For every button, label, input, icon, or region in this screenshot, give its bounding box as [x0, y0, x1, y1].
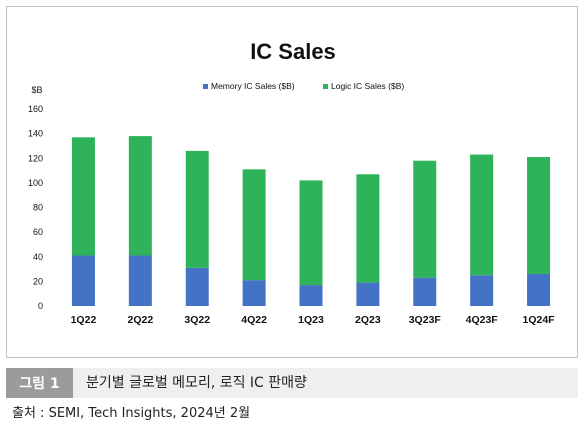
- x-tick-label: 1Q24F: [523, 314, 556, 326]
- bar-logic-4Q22: [242, 169, 266, 281]
- x-tick-label: 3Q22: [184, 314, 210, 326]
- bar-memory-3Q23F: [413, 277, 437, 306]
- chart-frame: IC Sales $B Memory IC Sales ($B) Logic IC S…: [6, 6, 578, 358]
- x-tick-label: 4Q23F: [466, 314, 499, 326]
- bar-logic-3Q22: [185, 150, 209, 268]
- y-tick-label: 140: [28, 129, 43, 139]
- bar-memory-4Q22: [242, 280, 266, 306]
- legend-label-0: Memory IC Sales ($B): [211, 81, 295, 91]
- x-tick-label: 1Q22: [71, 314, 97, 326]
- bar-memory-4Q23F: [470, 275, 494, 306]
- chart-title: IC Sales: [250, 39, 336, 64]
- y-tick-label: 120: [28, 153, 43, 163]
- source-note: 출처 : SEMI, Tech Insights, 2024년 2월: [12, 406, 251, 421]
- bar-logic-3Q23F: [413, 160, 437, 278]
- bar-memory-2Q22: [128, 255, 152, 306]
- y-tick-label: 60: [33, 227, 43, 237]
- y-tick-label: 80: [33, 203, 43, 213]
- y-tick-label: 40: [33, 252, 43, 262]
- x-tick-label: 3Q23F: [409, 314, 442, 326]
- y-tick-label: 100: [28, 178, 43, 188]
- x-tick-label: 4Q22: [241, 314, 267, 326]
- bar-logic-4Q23F: [470, 154, 494, 276]
- bar-logic-1Q22: [71, 137, 95, 256]
- figure-caption: 분기별 글로벌 메모리, 로직 IC 판매량: [86, 375, 307, 391]
- bar-memory-3Q22: [185, 267, 209, 306]
- y-tick-label: 20: [33, 276, 43, 286]
- bar-memory-1Q22: [71, 255, 95, 306]
- x-tick-label: 2Q22: [127, 314, 153, 326]
- legend-swatch-0: [203, 84, 208, 89]
- x-tick-label: 2Q23: [355, 314, 381, 326]
- figure-caption-bar: 그림 1 분기별 글로벌 메모리, 로직 IC 판매량: [6, 368, 578, 398]
- bar-logic-2Q23: [356, 174, 380, 283]
- bar-logic-1Q24F: [527, 157, 551, 274]
- figure-number: 그림 1: [6, 368, 73, 398]
- bar-logic-2Q22: [128, 136, 152, 256]
- bar-memory-1Q23: [299, 285, 323, 306]
- ic-sales-chart: IC Sales $B Memory IC Sales ($B) Logic IC S…: [28, 39, 556, 326]
- bar-logic-1Q23: [299, 180, 323, 286]
- y-tick-label: 0: [38, 301, 43, 311]
- y-axis-unit-label: $B: [31, 85, 42, 95]
- legend-label-1: Logic IC Sales ($B): [331, 81, 404, 91]
- bar-memory-2Q23: [356, 282, 380, 306]
- y-tick-label: 160: [28, 104, 43, 114]
- legend-swatch-1: [323, 84, 328, 89]
- x-tick-label: 1Q23: [298, 314, 324, 326]
- bar-memory-1Q24F: [527, 273, 551, 306]
